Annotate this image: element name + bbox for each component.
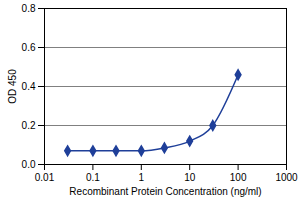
svg-text:0.0: 0.0 [22, 159, 36, 170]
svg-text:0.01: 0.01 [35, 172, 55, 183]
svg-text:1: 1 [139, 172, 145, 183]
svg-text:OD 450: OD 450 [7, 69, 18, 104]
svg-text:0.6: 0.6 [22, 42, 36, 53]
svg-text:1000: 1000 [275, 172, 298, 183]
svg-text:10: 10 [184, 172, 196, 183]
svg-text:Recombinant Protein Concentrat: Recombinant Protein Concentration (ng/ml… [69, 186, 261, 197]
svg-text:0.8: 0.8 [22, 3, 36, 14]
svg-text:0.2: 0.2 [22, 120, 36, 131]
svg-text:0.4: 0.4 [22, 81, 36, 92]
svg-text:0.1: 0.1 [86, 172, 100, 183]
svg-text:100: 100 [230, 172, 247, 183]
